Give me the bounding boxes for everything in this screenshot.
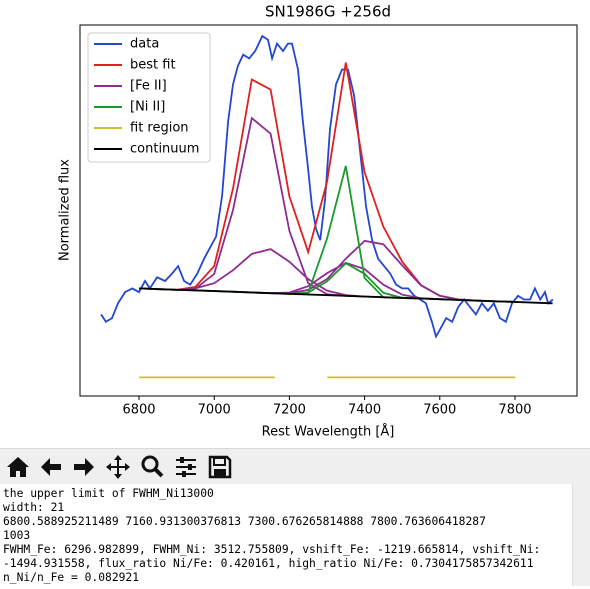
x-axis-label: Rest Wavelength [Å] bbox=[262, 424, 395, 440]
series-line bbox=[100, 34, 554, 339]
legend-label: best fit bbox=[130, 58, 176, 73]
console-line: width: 21 bbox=[3, 501, 65, 514]
legend-label: [Ni II] bbox=[130, 100, 165, 115]
pan-button[interactable] bbox=[103, 452, 133, 482]
legend-label: fit region bbox=[130, 121, 189, 136]
console-line: the upper limit of FWHM_Ni13000 bbox=[3, 487, 214, 500]
home-button[interactable] bbox=[3, 452, 33, 482]
x-tick-label: 6800 bbox=[122, 403, 155, 418]
x-tick-label: 7800 bbox=[498, 403, 531, 418]
legend-label: continuum bbox=[130, 142, 199, 157]
toolbar bbox=[0, 448, 590, 485]
forward-button[interactable] bbox=[69, 452, 99, 482]
console-line: n_Ni/n_Fe = 0.082921 bbox=[3, 571, 140, 584]
configure-button[interactable] bbox=[171, 452, 201, 482]
back-button[interactable] bbox=[36, 452, 66, 482]
chart-title: SN1986G +256d bbox=[265, 3, 391, 21]
legend-label: data bbox=[130, 37, 159, 52]
console: the upper limit of FWHM_Ni13000 width: 21… bbox=[0, 484, 572, 589]
y-axis-label: Normalized flux bbox=[58, 159, 73, 261]
x-tick-label: 7200 bbox=[273, 403, 306, 418]
legend-label: [Fe II] bbox=[130, 79, 167, 94]
x-tick-label: 7400 bbox=[348, 403, 381, 418]
console-line: 6800.588925211489 7160.931300376813 7300… bbox=[3, 515, 486, 528]
console-line: 1003 bbox=[3, 529, 31, 542]
scrollbar[interactable] bbox=[572, 484, 590, 586]
console-line: FWHM_Fe: 6296.982899, FWHM_Ni: 3512.7558… bbox=[3, 543, 541, 556]
series-line bbox=[138, 287, 553, 305]
x-tick-label: 7600 bbox=[423, 403, 456, 418]
console-line: -1494.931558, flux_ratio Ni/Fe: 0.420161… bbox=[3, 557, 534, 570]
save-button[interactable] bbox=[205, 452, 235, 482]
zoom-button[interactable] bbox=[137, 452, 167, 482]
x-tick-label: 7000 bbox=[198, 403, 231, 418]
figure: SN1986G +256d Rest Wavelength [Å] Normal… bbox=[57, 2, 578, 440]
